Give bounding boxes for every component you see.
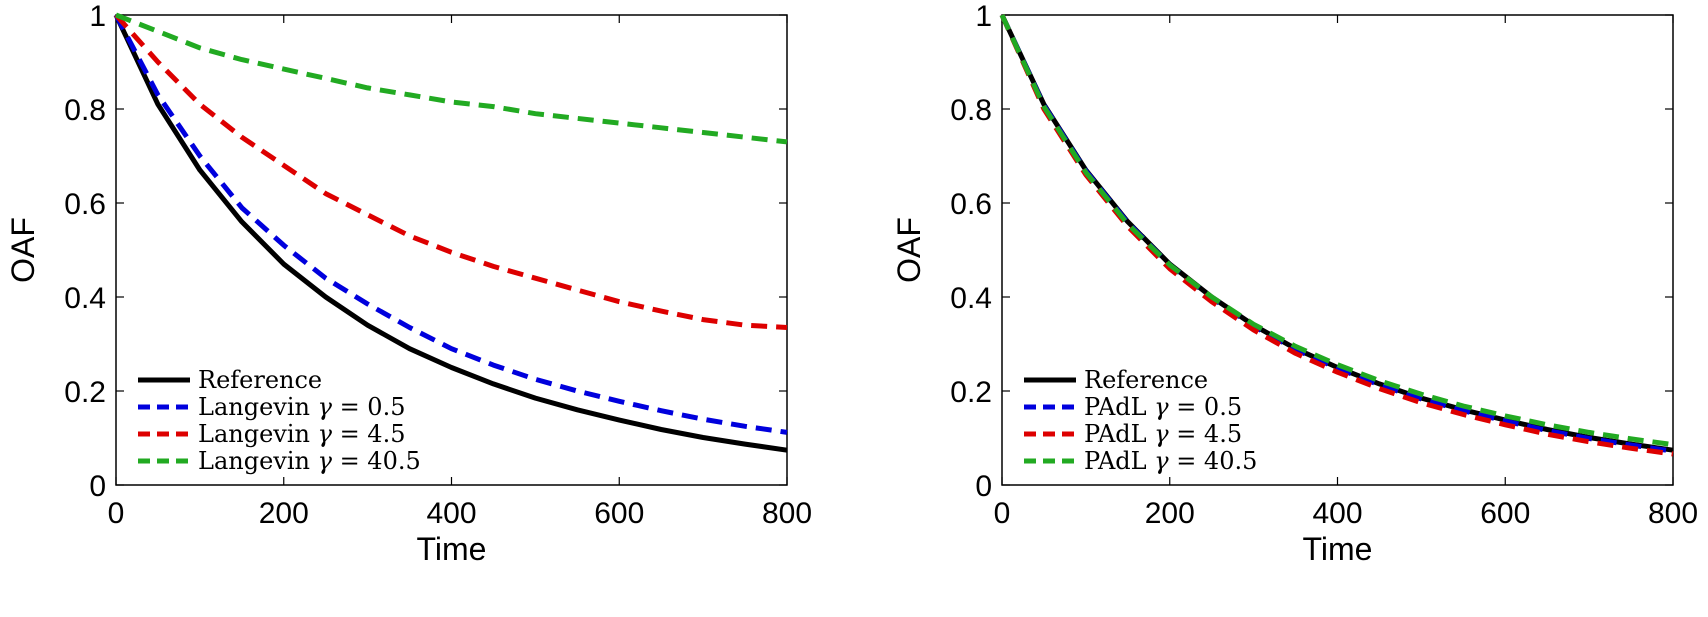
legend-entry-label: PAdL γ = 4.5 bbox=[1084, 420, 1242, 448]
x-tick-label: 200 bbox=[1145, 497, 1195, 530]
legend-entry-label: Reference bbox=[198, 366, 322, 394]
left-panel: 0 200 400 600 800 0 0.2 0.4 0.6 0.8 1 Time OAF Refere… bbox=[5, 0, 812, 567]
legend-entry-label: PAdL γ = 0.5 bbox=[1084, 393, 1242, 421]
x-tick-label: 600 bbox=[1480, 497, 1530, 530]
series-line-gamma-1 bbox=[999, 13, 1674, 454]
y-tick-label: 0.2 bbox=[64, 376, 106, 409]
y-tick-label: 0.4 bbox=[950, 282, 992, 315]
y-tick-label: 0.8 bbox=[64, 94, 106, 127]
legend-entry-label: Langevin γ = 0.5 bbox=[198, 393, 405, 421]
series-line-gamma-3 bbox=[999, 13, 1674, 448]
series-line-gamma-1 bbox=[113, 13, 788, 435]
x-tick-label: 0 bbox=[994, 497, 1011, 530]
y-tick-label: 0.6 bbox=[64, 188, 106, 221]
x-tick-label: 800 bbox=[762, 497, 812, 530]
x-tick-label: 0 bbox=[108, 497, 125, 530]
y-tick-label: 0 bbox=[89, 470, 106, 503]
legend-entry-label: Reference bbox=[1084, 366, 1208, 394]
x-axis-label: Time bbox=[1303, 531, 1373, 567]
x-tick-label: 800 bbox=[1648, 497, 1698, 530]
x-tick-label: 400 bbox=[426, 497, 476, 530]
x-tick-label: 400 bbox=[1312, 497, 1362, 530]
series-line-gamma-2 bbox=[114, 13, 788, 330]
x-tick-label: 200 bbox=[259, 497, 309, 530]
y-tick-label: 1 bbox=[89, 0, 106, 33]
legend-entry-label: Langevin γ = 40.5 bbox=[198, 447, 421, 475]
x-axis-label: Time bbox=[417, 531, 487, 567]
y-axis-label: OAF bbox=[891, 217, 927, 283]
legend-entry-label: PAdL γ = 40.5 bbox=[1084, 447, 1257, 475]
y-tick-label: 1 bbox=[975, 0, 992, 33]
y-tick-label: 0.2 bbox=[950, 376, 992, 409]
y-tick-label: 0.8 bbox=[950, 94, 992, 127]
x-tick-label: 600 bbox=[594, 497, 644, 530]
y-tick-label: 0.6 bbox=[950, 188, 992, 221]
series-line-reference bbox=[113, 13, 788, 453]
legend-entry-label: Langevin γ = 4.5 bbox=[198, 420, 405, 448]
y-axis-label: OAF bbox=[5, 217, 41, 283]
series-line-gamma-3 bbox=[115, 12, 788, 145]
right-panel: 0 200 400 600 800 0 0.2 0.4 0.6 0.8 1 Time OAF Refere… bbox=[891, 0, 1698, 567]
y-tick-label: 0.4 bbox=[64, 282, 106, 315]
y-tick-label: 0 bbox=[975, 470, 992, 503]
